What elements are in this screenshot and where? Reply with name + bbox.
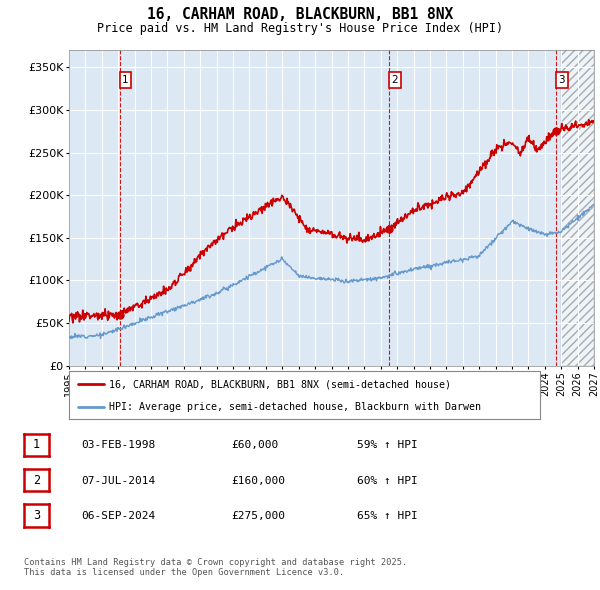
Text: 16, CARHAM ROAD, BLACKBURN, BB1 8NX (semi-detached house): 16, CARHAM ROAD, BLACKBURN, BB1 8NX (sem… xyxy=(109,379,451,389)
Text: 3: 3 xyxy=(33,509,40,522)
Text: £160,000: £160,000 xyxy=(231,476,285,486)
Text: £60,000: £60,000 xyxy=(231,441,278,450)
Text: Price paid vs. HM Land Registry's House Price Index (HPI): Price paid vs. HM Land Registry's House … xyxy=(97,22,503,35)
Bar xyxy=(561,50,594,366)
Text: 65% ↑ HPI: 65% ↑ HPI xyxy=(357,512,418,521)
Text: 1: 1 xyxy=(122,75,129,85)
Text: 16, CARHAM ROAD, BLACKBURN, BB1 8NX: 16, CARHAM ROAD, BLACKBURN, BB1 8NX xyxy=(147,7,453,22)
Text: 03-FEB-1998: 03-FEB-1998 xyxy=(81,441,155,450)
Text: 60% ↑ HPI: 60% ↑ HPI xyxy=(357,476,418,486)
Text: Contains HM Land Registry data © Crown copyright and database right 2025.
This d: Contains HM Land Registry data © Crown c… xyxy=(24,558,407,577)
Text: 59% ↑ HPI: 59% ↑ HPI xyxy=(357,441,418,450)
Text: HPI: Average price, semi-detached house, Blackburn with Darwen: HPI: Average price, semi-detached house,… xyxy=(109,402,481,412)
Text: 3: 3 xyxy=(559,75,565,85)
Bar xyxy=(561,50,594,366)
Text: 1: 1 xyxy=(33,438,40,451)
Text: £275,000: £275,000 xyxy=(231,512,285,521)
Text: 06-SEP-2024: 06-SEP-2024 xyxy=(81,512,155,521)
Text: 2: 2 xyxy=(33,474,40,487)
Text: 2: 2 xyxy=(392,75,398,85)
Text: 07-JUL-2014: 07-JUL-2014 xyxy=(81,476,155,486)
